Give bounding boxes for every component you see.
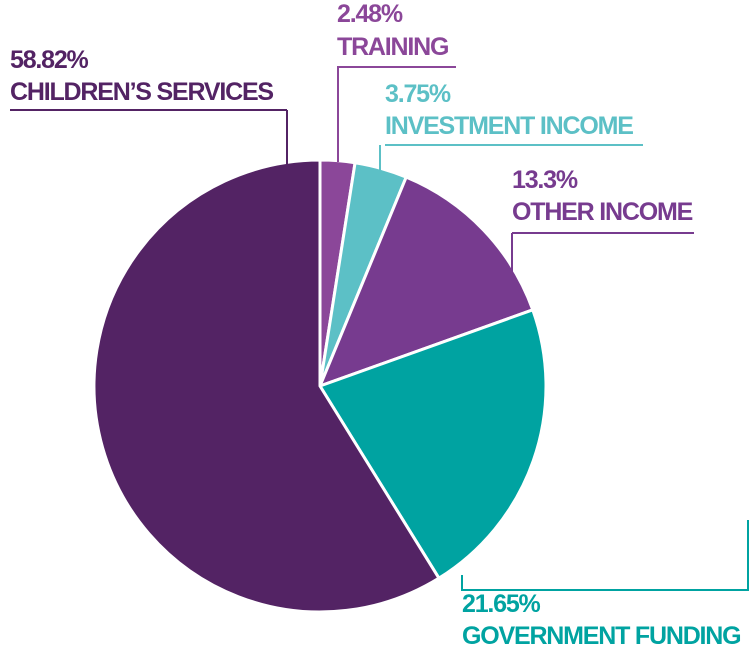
value-label: 13.3% [512,166,578,194]
category-label: TRAINING [337,33,448,61]
value-label: 2.48% [337,0,403,28]
value-label: 3.75% [385,80,451,108]
pie-slice [92,158,441,614]
category-label: INVESTMENT INCOME [385,112,633,140]
pie-slice [317,175,535,389]
category-label: GOVERNMENT FUNDING [462,622,740,650]
leader-line [461,520,749,591]
category-label: CHILDREN’S SERVICES [10,78,273,106]
pie-slice [317,307,548,581]
value-label: 21.65% [462,590,541,618]
value-label: 58.82% [10,46,89,74]
category-label: OTHER INCOME [512,198,693,226]
